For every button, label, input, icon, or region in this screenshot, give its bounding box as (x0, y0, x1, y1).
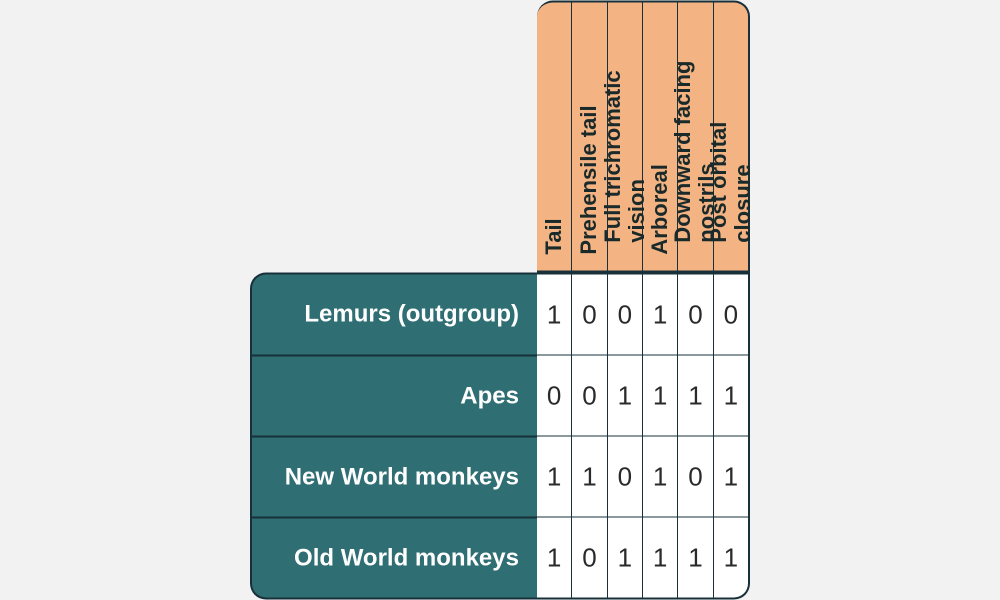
cell-value: 0 (608, 437, 643, 518)
cell-value: 1 (643, 356, 678, 437)
cell-value: 1 (608, 356, 643, 437)
row-header: New World monkeys (250, 437, 537, 518)
column-header: Tail (537, 1, 572, 273)
column-header-label: Arboreal (648, 234, 672, 254)
character-matrix-table: TailPrehensile tailFull trichromatic vis… (250, 1, 750, 600)
table-body: Lemurs (outgroup)100100Apes001111New Wor… (250, 273, 750, 600)
column-header: Post orbital closure (714, 1, 750, 273)
column-header-label: Prehensile tail (577, 234, 601, 254)
cell-value: 1 (572, 437, 607, 518)
cell-value: 1 (678, 356, 713, 437)
column-header: Full trichromatic vision (608, 1, 643, 273)
cell-value: 0 (678, 437, 713, 518)
cell-value: 0 (608, 273, 643, 356)
table-row: Lemurs (outgroup)100100 (250, 273, 750, 356)
column-header-row: TailPrehensile tailFull trichromatic vis… (250, 1, 750, 273)
cell-value: 1 (714, 356, 750, 437)
cell-value: 1 (537, 437, 572, 518)
cell-value: 0 (572, 518, 607, 600)
cell-value: 0 (537, 356, 572, 437)
cell-value: 1 (714, 437, 750, 518)
column-header-label: Full trichromatic vision (601, 222, 649, 242)
table-row: Apes001111 (250, 356, 750, 437)
table-row: Old World monkeys101111 (250, 518, 750, 600)
cell-value: 1 (537, 518, 572, 600)
cell-value: 0 (572, 273, 607, 356)
corner-spacer (250, 1, 537, 273)
table-row: New World monkeys110101 (250, 437, 750, 518)
cell-value: 0 (678, 273, 713, 356)
cell-value: 1 (537, 273, 572, 356)
row-header: Lemurs (outgroup) (250, 273, 537, 356)
cell-value: 1 (608, 518, 643, 600)
cell-value: 1 (678, 518, 713, 600)
column-header-label: Tail (542, 234, 566, 254)
cell-value: 1 (714, 518, 750, 600)
column-header-label: Post orbital closure (707, 222, 755, 242)
row-header: Old World monkeys (250, 518, 537, 600)
row-header: Apes (250, 356, 537, 437)
cell-value: 1 (643, 437, 678, 518)
cell-value: 1 (643, 273, 678, 356)
cell-value: 0 (572, 356, 607, 437)
cell-value: 1 (643, 518, 678, 600)
cell-value: 0 (714, 273, 750, 356)
